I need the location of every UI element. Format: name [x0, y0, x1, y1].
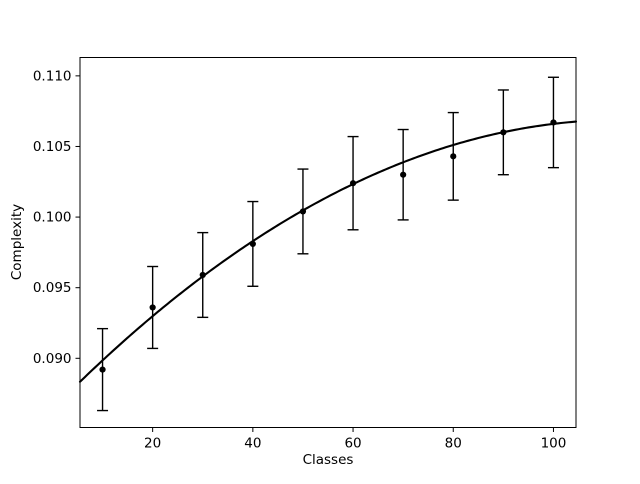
axes-spines	[79, 57, 577, 428]
data-point	[500, 129, 507, 136]
data-point	[199, 271, 206, 279]
data-point	[299, 208, 307, 215]
y-tick-label: 0.095	[33, 280, 72, 296]
x-axis-label: Classes	[303, 452, 354, 468]
y-tick-label: 0.090	[33, 351, 72, 367]
y-tick-label: 0.105	[33, 139, 72, 155]
data-point	[550, 119, 557, 126]
data-point	[249, 240, 256, 248]
x-tick-label: 40	[244, 436, 261, 452]
x-tick-label: 80	[445, 436, 462, 452]
x-tick-label: 100	[541, 436, 567, 452]
data-point	[349, 180, 357, 187]
data-point	[99, 366, 106, 373]
y-tick-label: 0.100	[33, 210, 72, 226]
plot-area: 20 40 60 80 100 0.090 0.095 0.100 0.105 0.110	[33, 57, 578, 452]
data-point	[450, 153, 457, 160]
y-axis-label: Complexity	[9, 204, 25, 280]
y-tick-label: 0.110	[33, 68, 72, 84]
data-point	[149, 304, 156, 311]
x-tick-label: 60	[344, 436, 361, 452]
data-point	[400, 171, 407, 178]
fitted-curve-line	[78, 120, 578, 383]
x-tick-label: 20	[144, 436, 161, 452]
